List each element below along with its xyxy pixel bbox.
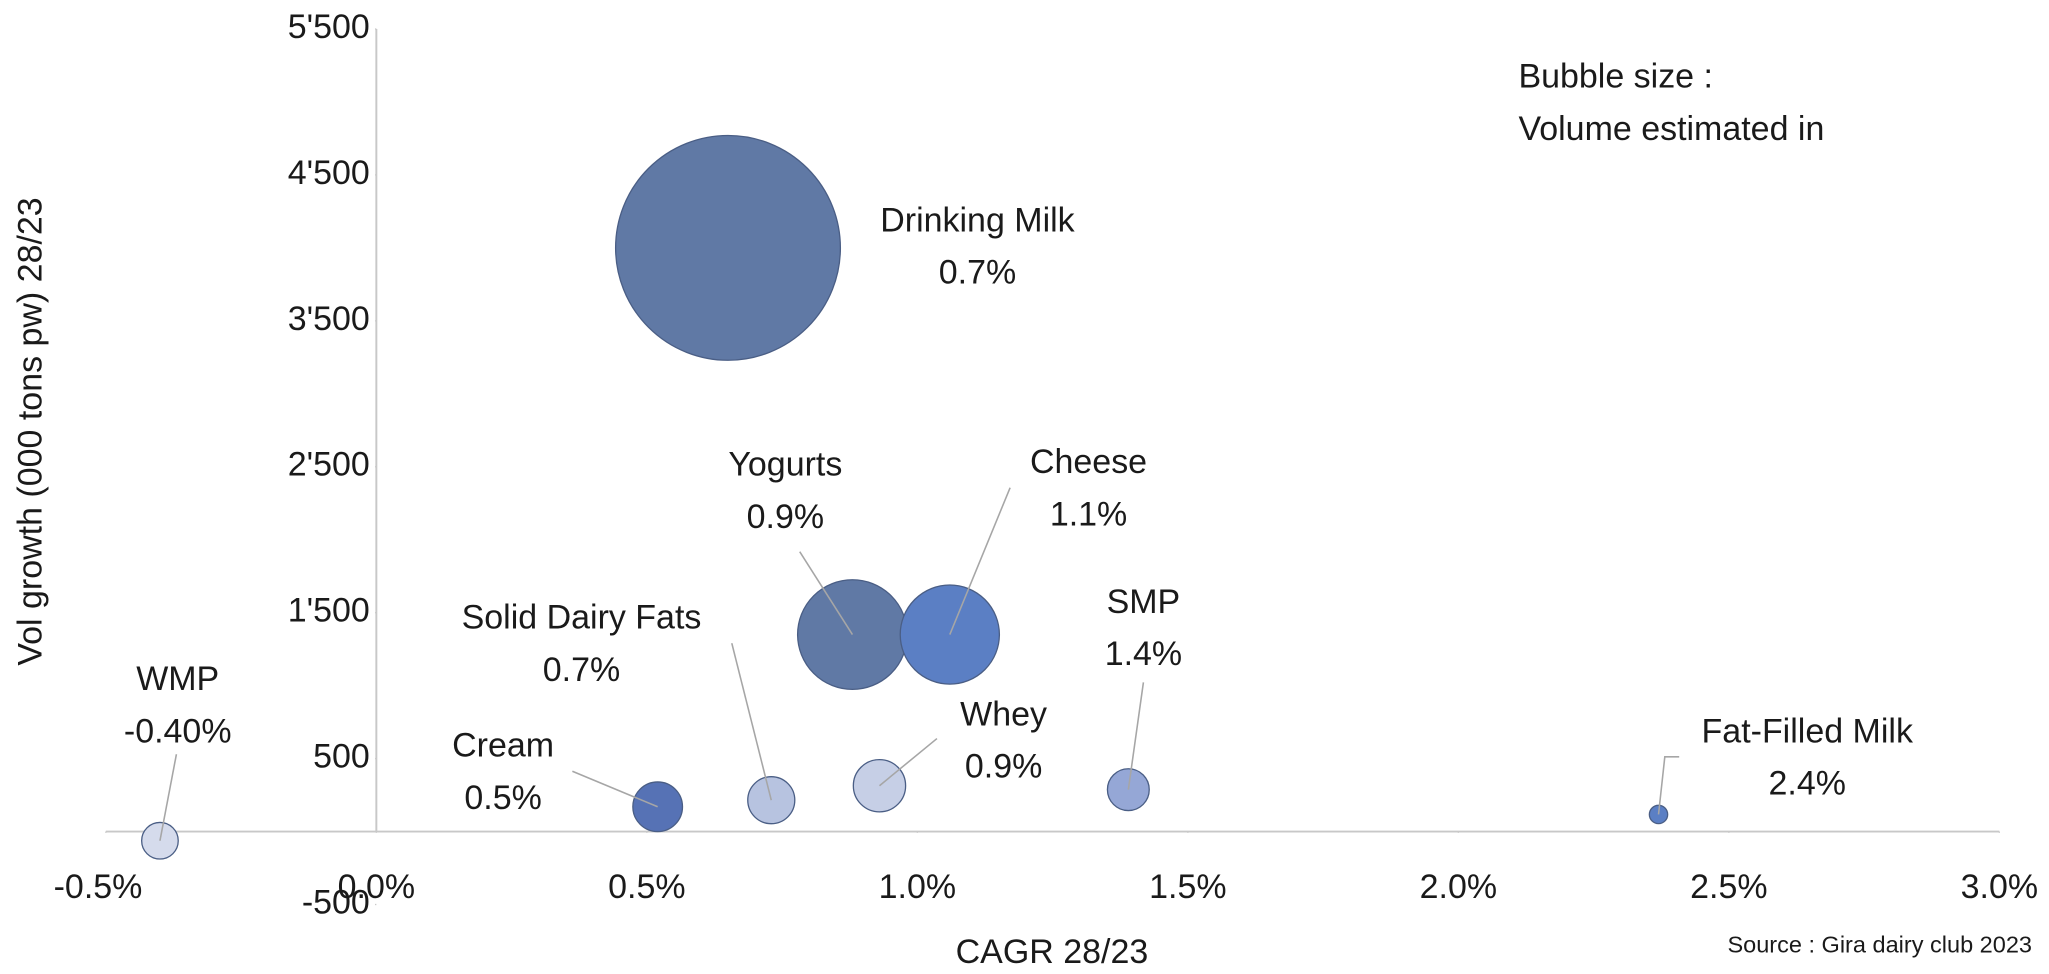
leader-line [1127,682,1145,790]
x-tick-label: 2.0% [1420,868,1497,906]
bubble-value-label: 0.9% [965,748,1042,786]
x-tick-label: 0.0% [338,868,415,906]
bubble-name: Cream [452,727,554,765]
bubble [899,584,1001,685]
y-tick-label: -500 [302,883,370,921]
y-tick-label: 4'500 [288,154,370,192]
leader-line [572,770,658,808]
x-axis-title: CAGR 28/23 [956,933,1149,971]
leader-line [159,754,178,841]
x-tick-label: 2.5% [1690,868,1767,906]
y-tick-label: 3'500 [288,300,370,338]
leader-line [1657,756,1680,815]
bubble-value-label: 0.5% [464,779,541,817]
leader-line [799,551,854,635]
y-tick-label: 500 [313,738,370,776]
x-tick-label: 3.0% [1961,868,2038,906]
bubble-name: Yogurts [728,446,842,484]
leader-line [878,737,938,787]
annotation: Volume estimated in [1518,110,1824,148]
bubble-name: SMP [1107,583,1181,621]
bubble-name: WMP [136,660,219,698]
bubble-value-label: -0.40% [124,712,232,750]
x-tick-label: 0.5% [608,868,685,906]
y-tick-label: 2'500 [288,446,370,484]
y-axis-title: Vol growth (000 tons pw) 28/23 [12,197,50,665]
bubble-name: Whey [960,695,1047,733]
x-tick-label: 1.5% [1149,868,1226,906]
bubble-value-label: 0.7% [939,254,1016,292]
bubble-value-label: 2.4% [1769,765,1846,803]
x-tick-label: 1.0% [879,868,956,906]
leader-line [731,642,773,801]
bubble [1648,804,1669,825]
annotation: Bubble size : [1518,58,1713,96]
bubble-name: Cheese [1030,443,1147,481]
bubble-value-label: 0.7% [543,651,620,689]
bubble [747,776,796,825]
bubble-value-label: 1.1% [1050,495,1127,533]
leader-line [949,487,1011,635]
bubble-value-label: 0.9% [747,498,824,536]
y-tick-label: 1'500 [288,592,370,630]
source: Source : Gira dairy club 2023 [1727,932,2032,958]
bubble [614,134,842,361]
x-tick-label: -0.5% [54,868,143,906]
bubble-name: Drinking Milk [880,201,1075,239]
bubble-value-label: 1.4% [1105,635,1182,673]
bubble-name: Fat-Filled Milk [1702,712,1914,750]
y-tick-label: 5'500 [288,8,370,46]
bubble-name: Solid Dairy Fats [462,599,702,637]
